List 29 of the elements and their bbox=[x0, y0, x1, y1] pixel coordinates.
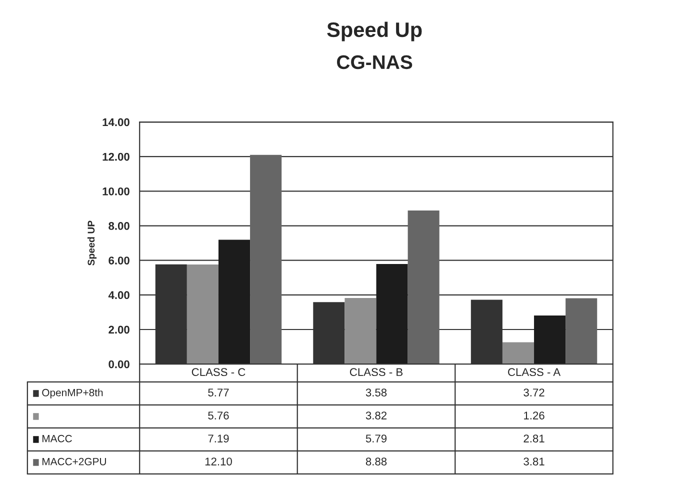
text: 3.81 bbox=[524, 458, 544, 466]
y-tick-label: 4.00 bbox=[108, 291, 130, 300]
x-tick-label: CLASS - C bbox=[192, 368, 246, 376]
y-tick-label: 14.00 bbox=[102, 118, 130, 126]
y-tick-label: 6.00 bbox=[108, 256, 130, 264]
text: 3.72 bbox=[524, 388, 544, 396]
text: 5.77 bbox=[208, 388, 229, 396]
text: 2.81 bbox=[524, 434, 544, 442]
text: 12.10 bbox=[205, 458, 232, 466]
text: 3.82 bbox=[366, 412, 387, 420]
text: 7.19 bbox=[208, 434, 229, 442]
text: 5.79 bbox=[366, 434, 387, 442]
y-tick-label: 10.00 bbox=[102, 187, 130, 196]
x-tick-label: CLASS - A bbox=[508, 368, 561, 376]
legend-label: MACC bbox=[42, 434, 72, 442]
y-tick-label: 12.00 bbox=[102, 152, 130, 161]
y-axis-title: Speed UP bbox=[87, 220, 97, 266]
text: 3.58 bbox=[366, 388, 387, 396]
y-tick-label: 8.00 bbox=[108, 222, 130, 230]
y-tick-label: 0.00 bbox=[108, 360, 130, 368]
x-tick-label: CLASS - B bbox=[350, 368, 403, 376]
text: 1.26 bbox=[524, 412, 544, 420]
chart-subtitle: CG-NAS bbox=[337, 55, 412, 70]
text: 8.88 bbox=[366, 458, 387, 466]
y-tick-label: 2.00 bbox=[108, 326, 130, 334]
chart-title: Speed Up bbox=[327, 22, 422, 42]
legend-label: MACC+2GPU bbox=[42, 458, 106, 466]
text: 5.76 bbox=[208, 412, 229, 420]
legend-label: OpenMP+8th bbox=[42, 388, 103, 398]
